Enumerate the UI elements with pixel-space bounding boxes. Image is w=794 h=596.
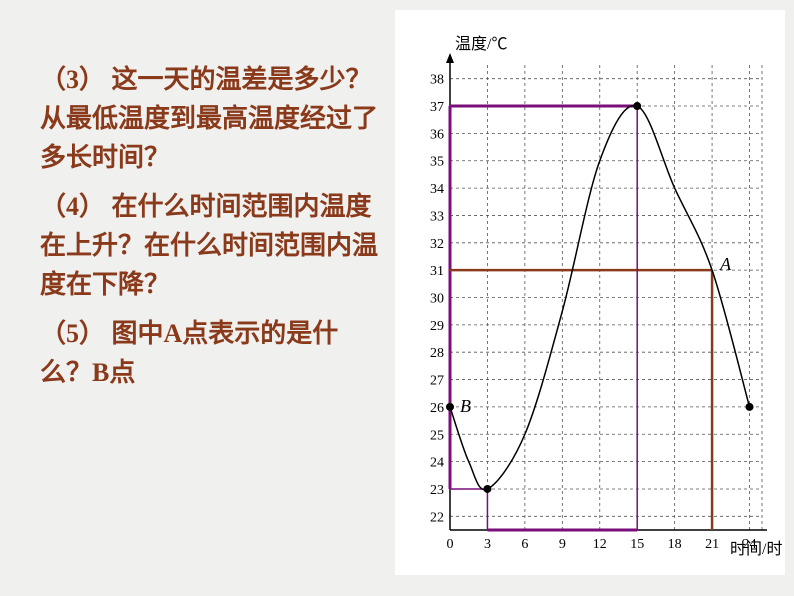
svg-text:28: 28	[430, 346, 444, 361]
temperature-chart: 温度/℃ 时间/时 036912151821242223242526272829…	[395, 10, 785, 575]
slide-content: （3） 这一天的温差是多少？从最低温度到最高温度经过了多长时间？ （4） 在什么…	[0, 0, 794, 596]
svg-text:24: 24	[743, 537, 757, 552]
svg-text:3: 3	[484, 537, 491, 552]
svg-text:32: 32	[430, 237, 444, 252]
svg-text:6: 6	[521, 537, 528, 552]
svg-text:23: 23	[430, 483, 444, 498]
question-4: （4） 在什么时间范围内温度在上升？在什么时间范围内温度在下降？	[40, 187, 380, 304]
svg-text:35: 35	[430, 155, 444, 170]
svg-text:0: 0	[447, 537, 454, 552]
svg-text:21: 21	[705, 537, 719, 552]
svg-text:A: A	[719, 254, 732, 274]
question-5: （5） 图中A点表示的是什么？B点	[40, 314, 380, 392]
svg-text:36: 36	[430, 127, 444, 142]
svg-text:31: 31	[430, 264, 444, 279]
svg-text:26: 26	[430, 401, 444, 416]
svg-text:34: 34	[430, 182, 444, 197]
svg-text:27: 27	[430, 374, 444, 389]
svg-text:15: 15	[630, 537, 644, 552]
svg-text:29: 29	[430, 319, 444, 334]
question-3: （3） 这一天的温差是多少？从最低温度到最高温度经过了多长时间？	[40, 60, 380, 177]
svg-text:18: 18	[668, 537, 682, 552]
svg-text:9: 9	[559, 537, 566, 552]
svg-text:24: 24	[430, 456, 444, 471]
svg-text:22: 22	[430, 510, 444, 525]
svg-text:33: 33	[430, 209, 444, 224]
chart-svg: 0369121518212422232425262728293031323334…	[395, 10, 785, 575]
svg-text:B: B	[460, 396, 471, 416]
svg-text:25: 25	[430, 428, 444, 443]
q3-num: （3）	[40, 65, 105, 94]
svg-text:30: 30	[430, 292, 444, 307]
svg-text:12: 12	[593, 537, 607, 552]
q5-num: （5）	[40, 319, 105, 348]
question-text-column: （3） 这一天的温差是多少？从最低温度到最高温度经过了多长时间？ （4） 在什么…	[40, 60, 380, 402]
svg-text:38: 38	[430, 73, 444, 88]
svg-text:37: 37	[430, 100, 444, 115]
q4-num: （4）	[40, 192, 105, 221]
